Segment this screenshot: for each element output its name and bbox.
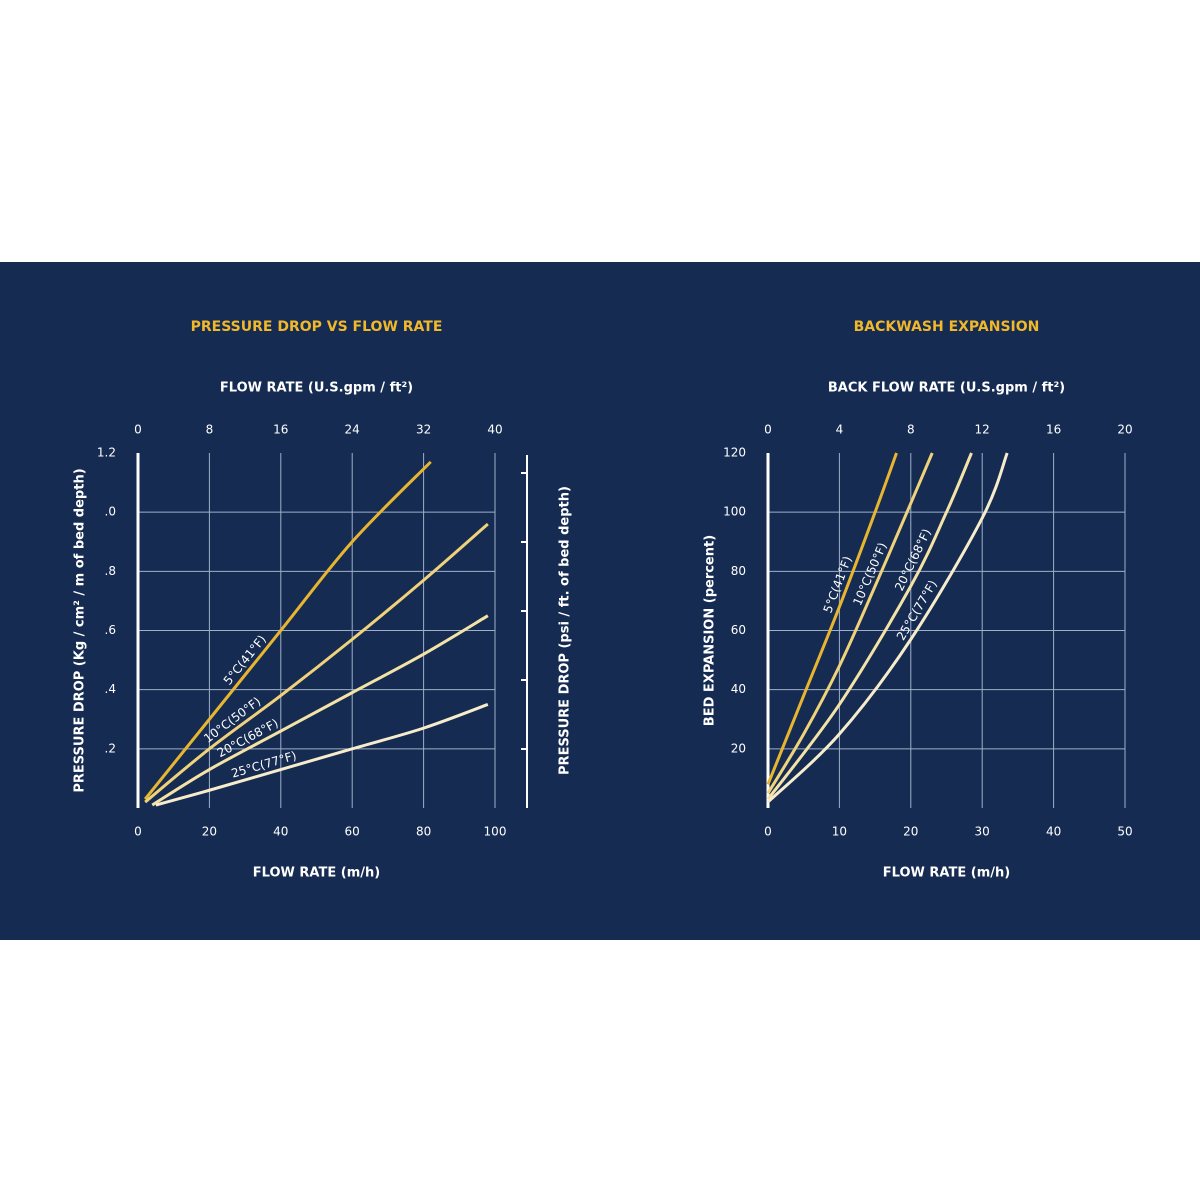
x-tick-label: 10 <box>832 825 847 839</box>
x2-tick-label: 8 <box>907 423 915 437</box>
x2-tick-label: 8 <box>206 423 214 437</box>
x-tick-label: 30 <box>975 825 990 839</box>
y-tick-label: .0 <box>105 505 116 519</box>
x2-axis-title: BACK FLOW RATE (U.S.gpm / ft²) <box>828 381 1065 396</box>
series-line <box>766 452 898 785</box>
y-tick-label: 1.2 <box>97 446 116 460</box>
series-line <box>144 522 489 804</box>
x2-tick-label: 0 <box>764 423 772 437</box>
y-axis-title: BED EXPANSION (percent) <box>703 535 718 726</box>
y-tick-label: 20 <box>731 741 746 755</box>
x-tick-label: 0 <box>764 825 772 839</box>
x-tick-label: 0 <box>134 825 142 839</box>
x-tick-label: 60 <box>345 825 360 839</box>
y-tick-label: .4 <box>105 682 116 696</box>
x-tick-label: 100 <box>484 825 507 839</box>
x-tick-label: 50 <box>1117 825 1132 839</box>
x-axis-title: FLOW RATE (m/h) <box>253 866 380 881</box>
x-tick-label: 40 <box>1046 825 1061 839</box>
series-line <box>151 614 489 807</box>
chart-title: BACKWASH EXPANSION <box>854 319 1040 335</box>
panel-background <box>0 262 1200 940</box>
x2-tick-label: 12 <box>975 423 990 437</box>
series-line <box>766 452 973 801</box>
y2-axis-title: PRESSURE DROP (psi / ft. of bed depth) <box>558 486 573 775</box>
x2-tick-label: 0 <box>134 423 142 437</box>
series-line <box>143 460 432 801</box>
x2-tick-label: 16 <box>1046 423 1061 437</box>
y-tick-label: 100 <box>723 505 746 519</box>
y-tick-label: 120 <box>723 446 746 460</box>
y-tick-label: .2 <box>105 741 116 755</box>
x-axis-title: FLOW RATE (m/h) <box>883 866 1010 881</box>
y-axis-title: PRESSURE DROP (Kg / cm² / m of bed depth… <box>73 468 88 792</box>
y-tick-label: .6 <box>105 623 116 637</box>
x2-tick-label: 20 <box>1117 423 1132 437</box>
x2-tick-label: 16 <box>273 423 288 437</box>
chart-title: PRESSURE DROP VS FLOW RATE <box>191 319 443 335</box>
series-line <box>155 703 489 807</box>
x2-tick-label: 40 <box>487 423 502 437</box>
y-tick-label: .8 <box>105 564 116 578</box>
series-line <box>766 452 1009 804</box>
x2-tick-label: 4 <box>836 423 844 437</box>
x-tick-label: 40 <box>273 825 288 839</box>
x-tick-label: 20 <box>903 825 918 839</box>
y-tick-label: 60 <box>731 623 746 637</box>
x2-axis-title: FLOW RATE (U.S.gpm / ft²) <box>220 381 413 396</box>
x-tick-label: 80 <box>416 825 431 839</box>
x2-tick-label: 24 <box>345 423 360 437</box>
series-line <box>766 452 934 794</box>
x-tick-label: 20 <box>202 825 217 839</box>
y-tick-label: 80 <box>731 564 746 578</box>
x2-tick-label: 32 <box>416 423 431 437</box>
y-tick-label: 40 <box>731 682 746 696</box>
